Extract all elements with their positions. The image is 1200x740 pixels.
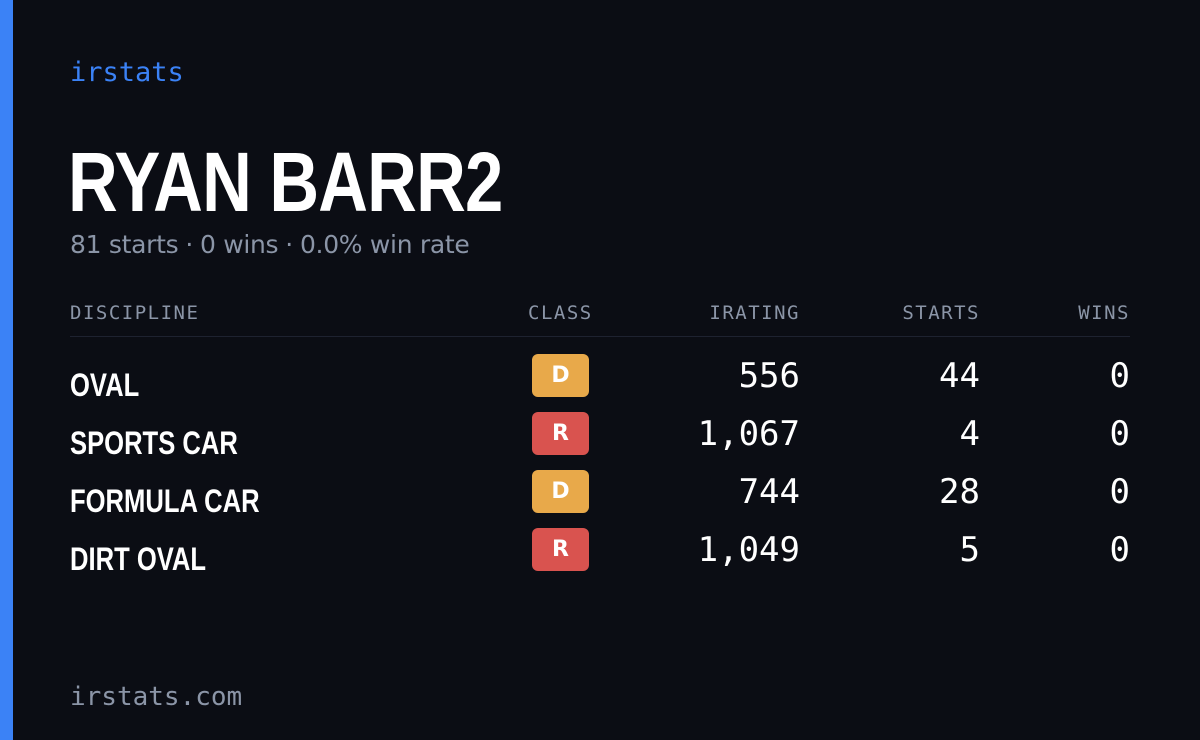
summary-separator: · — [185, 230, 193, 259]
column-header-discipline: DISCIPLINE — [70, 302, 200, 324]
summary-win-rate: 0.0% win rate — [299, 230, 470, 259]
discipline-name: FORMULA CAR — [70, 483, 260, 519]
license-class-badge: D — [532, 470, 589, 513]
license-class-badge: D — [532, 354, 589, 397]
column-header-class: CLASS — [528, 302, 593, 324]
discipline-stats-table: DISCIPLINE CLASS IRATING STARTS WINS OVA… — [70, 294, 1130, 577]
license-class-badge: R — [532, 528, 589, 571]
irating-value: 744 — [738, 472, 800, 512]
summary-wins: 0 wins — [199, 230, 279, 259]
table-header: DISCIPLINE CLASS IRATING STARTS WINS — [70, 294, 1130, 337]
accent-bar — [0, 0, 13, 740]
table-row: DIRT OVAL R 1,049 5 0 — [70, 528, 1130, 577]
wins-value: 0 — [1109, 530, 1130, 570]
starts-value: 28 — [939, 472, 980, 512]
wins-value: 0 — [1109, 356, 1130, 396]
wins-value: 0 — [1109, 472, 1130, 512]
summary-separator: · — [285, 230, 293, 259]
starts-value: 4 — [959, 414, 980, 454]
summary-starts: 81 starts — [70, 230, 179, 259]
table-row: OVAL D 556 44 0 — [70, 354, 1130, 403]
column-header-starts: STARTS — [902, 302, 980, 324]
discipline-name: DIRT OVAL — [70, 541, 207, 577]
table-row: SPORTS CAR R 1,067 4 0 — [70, 412, 1130, 461]
driver-summary: 81 starts · 0 wins · 0.0% win rate — [70, 228, 470, 262]
column-header-wins: WINS — [1078, 302, 1130, 324]
wins-value: 0 — [1109, 414, 1130, 454]
discipline-name: SPORTS CAR — [70, 425, 238, 461]
starts-value: 44 — [939, 356, 980, 396]
irating-value: 1,049 — [697, 530, 800, 570]
table-row: FORMULA CAR D 744 28 0 — [70, 470, 1130, 519]
license-class-badge: R — [532, 412, 589, 455]
irating-value: 556 — [738, 356, 800, 396]
driver-name: RYAN BARR2 — [68, 135, 503, 229]
footer-domain-link[interactable]: irstats.com — [70, 682, 243, 712]
discipline-name: OVAL — [70, 367, 140, 403]
irating-value: 1,067 — [697, 414, 800, 454]
brand-logo[interactable]: irstats — [70, 57, 184, 88]
column-header-irating: IRATING — [709, 302, 800, 324]
starts-value: 5 — [959, 530, 980, 570]
